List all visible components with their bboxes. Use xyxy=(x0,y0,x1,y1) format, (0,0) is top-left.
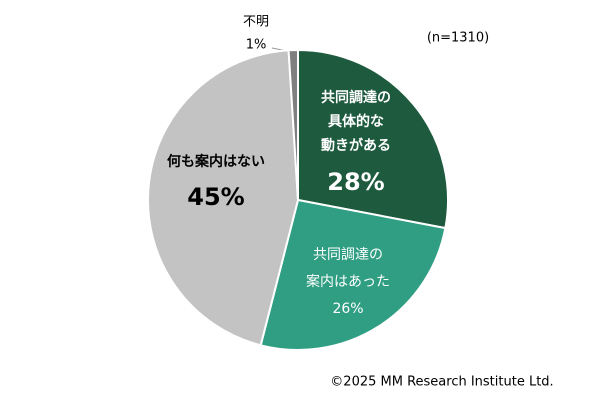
value-label: 1% xyxy=(246,38,267,53)
pie-slice xyxy=(297,48,449,230)
slice-label: 共同調達の xyxy=(313,247,383,263)
sample-note: (n=1310) xyxy=(427,31,489,46)
value-label: 26% xyxy=(332,301,363,317)
copyright: ©2025 MM Research Institute Ltd. xyxy=(330,375,553,390)
slice-label: 具体的な xyxy=(327,113,384,130)
slice-label: 案内はあった xyxy=(306,273,390,290)
pie-slice xyxy=(259,198,447,351)
value-label: 45% xyxy=(187,183,244,211)
pie-slice xyxy=(287,48,299,201)
value-label: 28% xyxy=(327,168,384,196)
slice-label: 共同調達の xyxy=(321,89,391,106)
pie-slice xyxy=(147,49,300,347)
slice-label: 不明 xyxy=(243,15,269,30)
slice-label: 動きがある xyxy=(321,137,391,154)
slice-label: 何も案内はない xyxy=(167,153,265,170)
